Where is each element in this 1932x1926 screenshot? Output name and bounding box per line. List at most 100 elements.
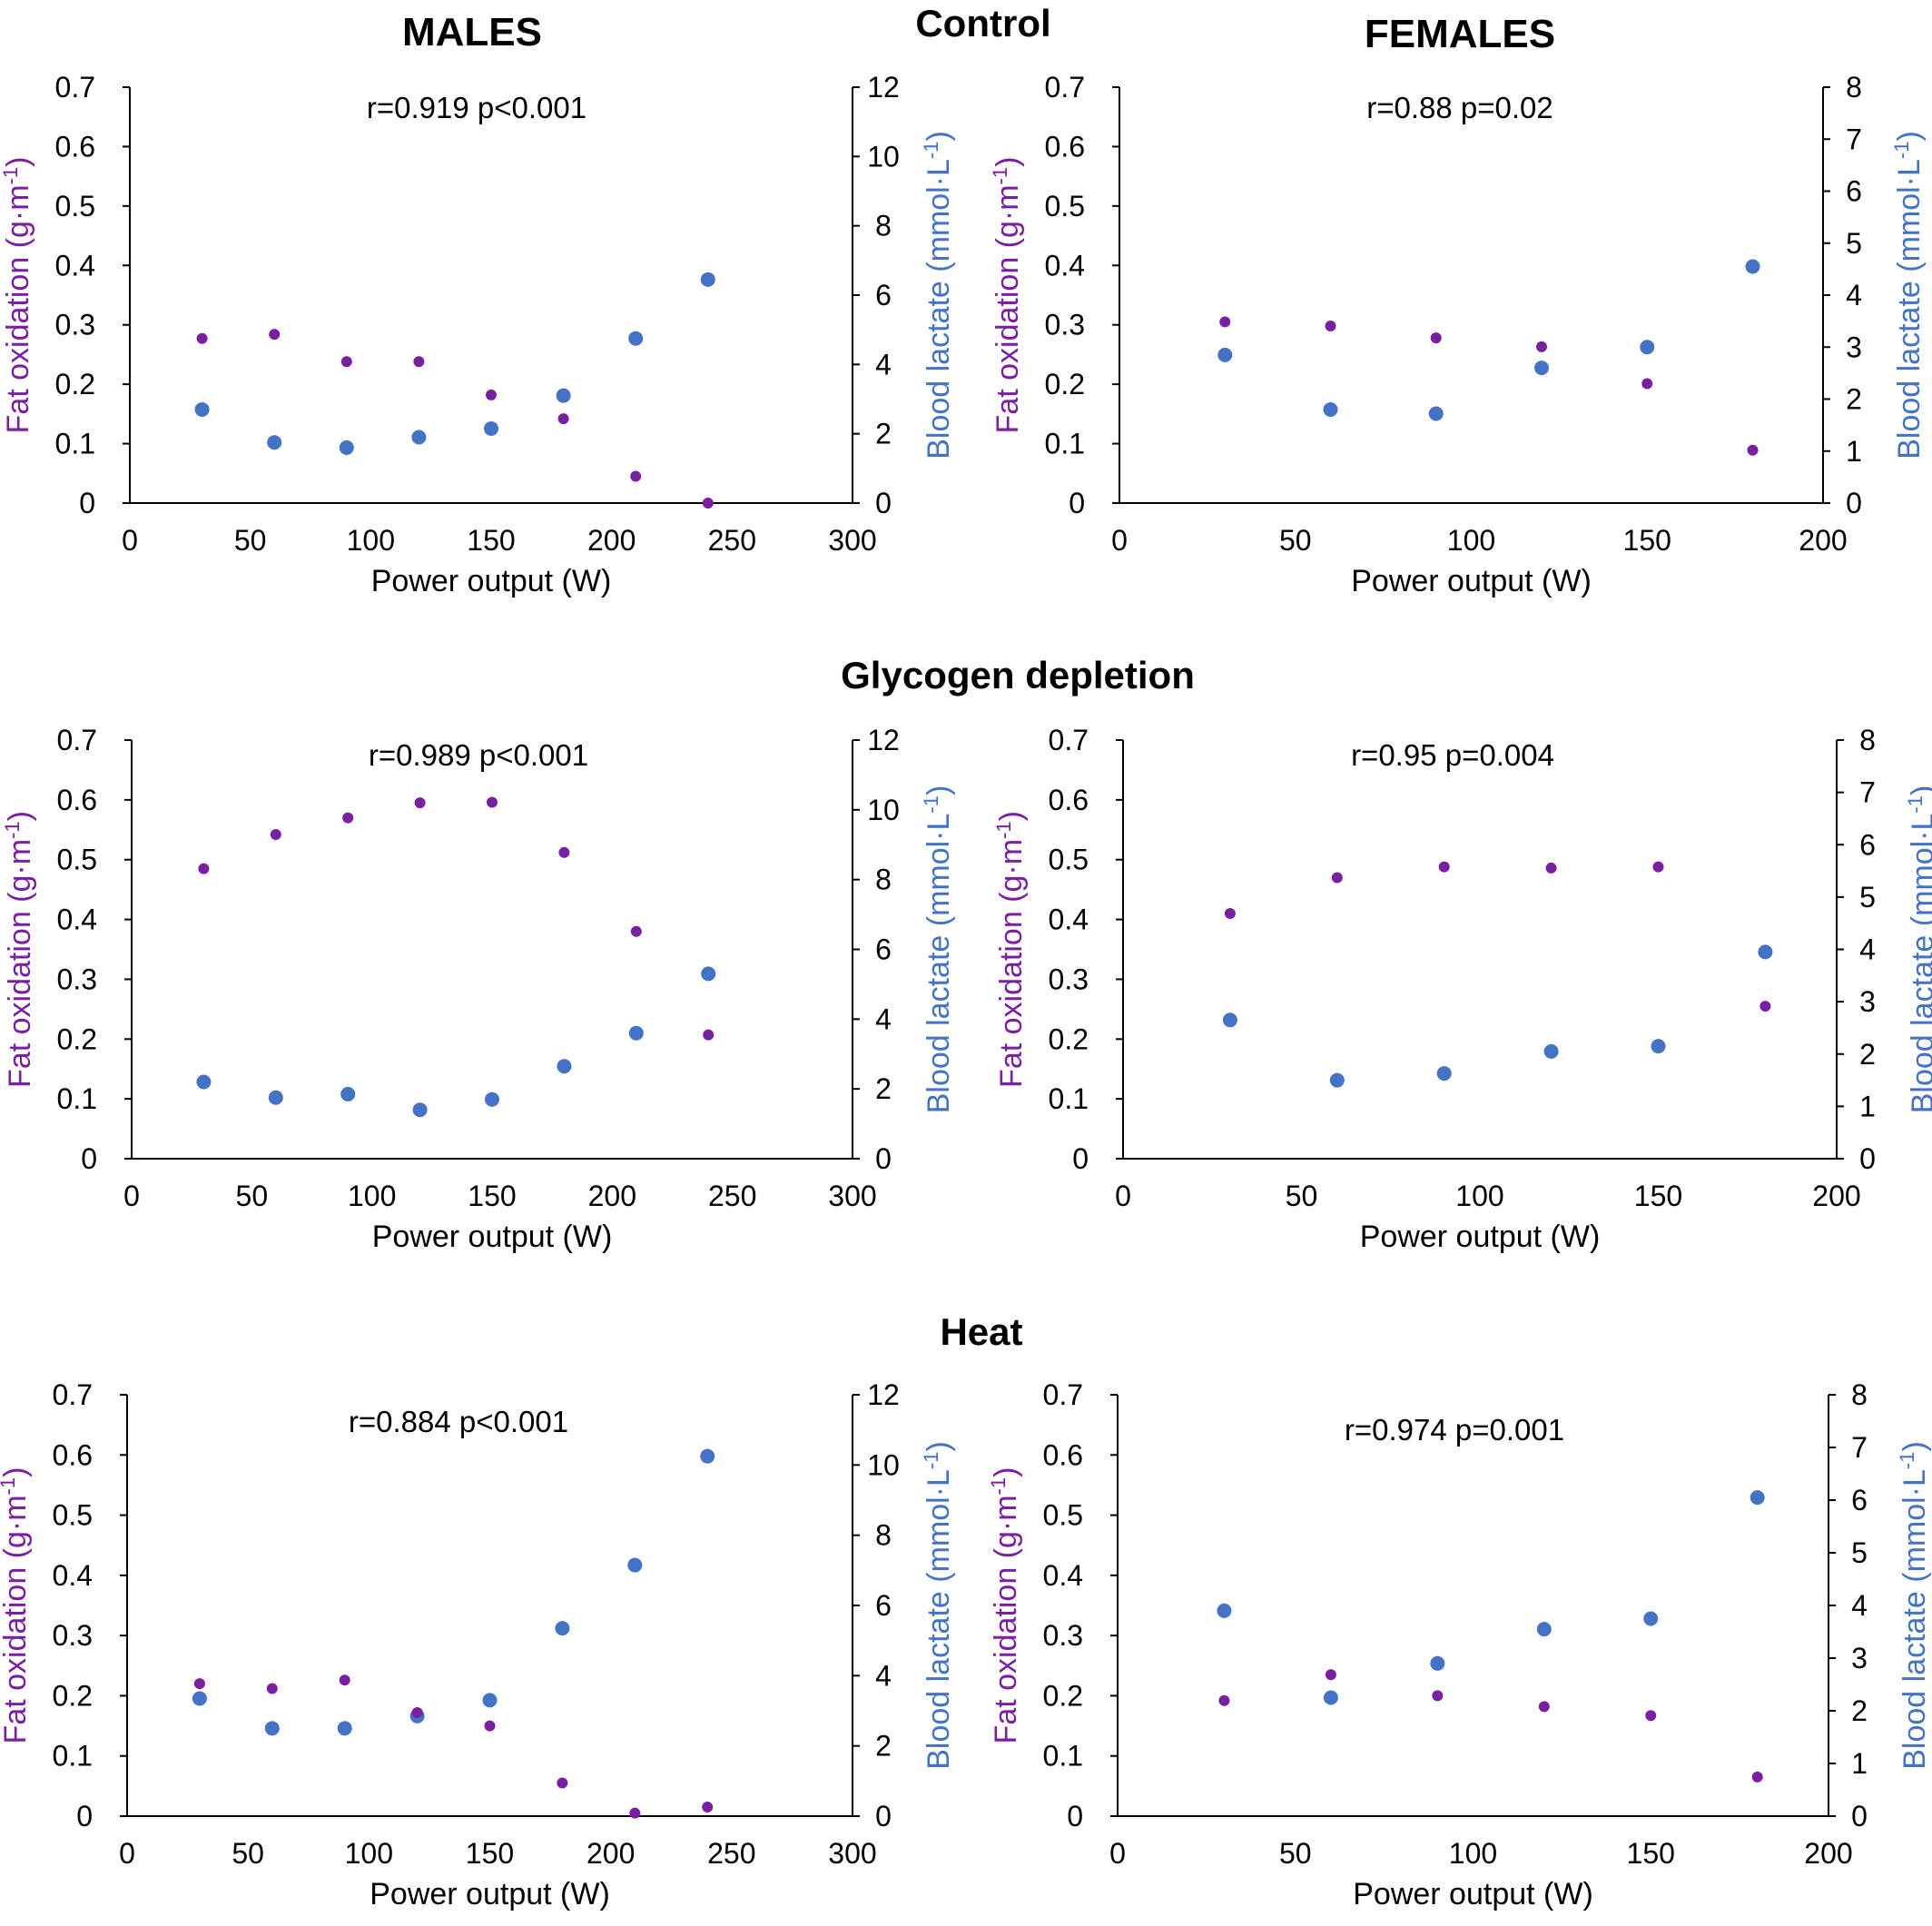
blood-lactate-point [1217,1603,1232,1618]
left-y-tick-label: 0.6 [1049,784,1089,816]
fat-oxidation-point [1641,378,1653,390]
left-y-tick-label: 0.4 [57,904,97,936]
right-y-tick-label: 4 [875,348,892,380]
x-axis-title: Power output (W) [372,1220,613,1254]
left-y-tick-label: 0.2 [55,368,95,400]
fat-oxidation-point [339,1674,350,1686]
left-y-tick-label: 0 [1069,487,1085,519]
blood-lactate-point [700,272,715,287]
left-y-tick-label: 0.7 [53,1378,93,1411]
x-tick-label: 200 [1804,1837,1852,1870]
x-tick-label: 100 [1455,1180,1503,1212]
left-y-axis-title-sup: -1 [989,167,1011,185]
blood-lactate-point [411,430,427,445]
left-y-tick-label: 0.5 [57,844,97,876]
x-tick-label: 200 [587,524,636,557]
right-y-axis-title-sup: -1 [1904,795,1927,814]
right-y-tick-label: 4 [1846,279,1862,311]
fat-oxidation-point [193,1678,205,1690]
right-y-tick-label: 5 [1851,1536,1868,1569]
right-y-axis-title-end: ) [922,785,956,795]
blood-lactate-point [1534,361,1549,376]
x-tick-label: 150 [1623,524,1671,557]
blood-lactate-point [267,435,282,450]
fat-oxidation-point [1218,1694,1230,1706]
blood-lactate-point [1745,259,1760,274]
fat-oxidation-point [558,846,570,858]
right-y-axis-title-end: ) [922,1441,956,1451]
left-y-axis-title-end: ) [0,1467,33,1477]
fat-oxidation-point [342,812,354,824]
fat-oxidation-point [1430,332,1442,344]
blood-lactate-point [484,420,498,436]
fat-oxidation-point [198,863,210,874]
left-y-tick-label: 0.3 [1043,1619,1083,1652]
left-y-tick-label: 0 [81,1142,97,1175]
blood-lactate-point [194,401,210,417]
left-y-tick-label: 0.4 [1045,249,1085,281]
blood-lactate-point [557,1059,572,1074]
correlation-annotation: r=0.974 p=0.001 [1345,1413,1564,1447]
fat-oxidation-point [703,1029,715,1041]
chart-panel-2: 0 0.1 0.2 0.3 0.4 0.5 0.6 0.7 0 1 2 3 4 5 6 7 8 0 50 100 150… [989,71,1927,598]
left-y-axis-title-sup: -1 [987,1477,1010,1496]
blood-lactate-point [1217,347,1233,362]
chart-panel-3: 0 0.1 0.2 0.3 0.4 0.5 0.6 0.7 0 2 4 6 8 10 12 0 50 100 150… [1,724,956,1254]
fat-oxidation-point [266,1683,278,1694]
left-y-tick-label: 0.6 [57,784,97,816]
right-y-tick-label: 12 [867,1378,900,1411]
left-y-tick-label: 0.6 [1045,130,1085,163]
right-y-axis-title-main: Blood lactate (mmol·L [922,814,956,1114]
left-y-axis-title: Fat oxidation (g·m-1) [987,1467,1023,1744]
right-y-tick-label: 7 [1846,123,1862,155]
blood-lactate-point [1750,1490,1765,1506]
left-y-tick-label: 0.1 [57,1082,97,1115]
left-y-axis-title-end: ) [994,811,1029,821]
left-y-tick-label: 0.3 [55,309,95,341]
x-tick-label: 300 [828,1180,876,1212]
blood-lactate-point [1222,1012,1237,1028]
right-y-axis-title-sup: -1 [1890,142,1913,160]
blood-lactate-point [1758,944,1773,960]
right-y-axis-title-main: Blood lactate (mmol·L [1898,1469,1932,1770]
right-y-axis-title: Blood lactate (mmol·L-1) [1896,1441,1932,1770]
right-y-tick-label: 5 [1846,227,1862,260]
fat-oxidation-point [1747,444,1759,456]
chart-panel-4: 0 0.1 0.2 0.3 0.4 0.5 0.6 0.7 0 1 2 3 4 5 6 7 8 0 50 100 150… [992,724,1932,1254]
right-y-tick-label: 7 [1859,776,1876,809]
x-tick-label: 0 [123,1180,140,1212]
right-y-tick-label: 3 [1846,331,1862,363]
x-axis-title: Power output (W) [370,1877,610,1911]
blood-lactate-point [268,1090,283,1105]
left-y-axis-title: Fat oxidation (g·m-1) [992,811,1029,1088]
left-y-axis-title-main: Fat oxidation (g·m [0,1495,33,1743]
right-y-tick-label: 10 [867,140,900,173]
left-y-tick-label: 0.7 [1043,1378,1083,1411]
right-y-tick-label: 2 [1851,1694,1868,1727]
x-tick-label: 0 [119,1837,135,1870]
x-tick-label: 150 [467,524,515,557]
fat-oxidation-point [1545,862,1557,874]
right-y-tick-label: 2 [875,418,892,450]
correlation-annotation: r=0.884 p<0.001 [349,1405,568,1438]
chart-panel-1: 0 0.1 0.2 0.3 0.4 0.5 0.6 0.7 0 2 4 6 8 10 12 0 50 100 150… [0,71,956,598]
left-y-tick-label: 0.2 [1049,1022,1089,1055]
fat-oxidation-point [1645,1710,1657,1722]
right-y-tick-label: 1 [1851,1747,1868,1780]
left-y-tick-label: 0.1 [55,428,95,460]
fat-oxidation-point [1438,861,1450,873]
fat-oxidation-point [486,389,497,400]
males-header: MALES [402,10,542,54]
blood-lactate-point [196,1074,212,1090]
fat-oxidation-point [487,796,498,808]
fat-oxidation-point [629,1807,641,1819]
left-y-tick-label: 0 [1067,1800,1083,1832]
correlation-annotation: r=0.989 p<0.001 [369,738,588,772]
left-y-axis-title: Fat oxidation (g·m-1) [0,1467,33,1744]
right-y-tick-label: 8 [1851,1378,1868,1411]
right-y-tick-label: 2 [875,1072,892,1105]
left-y-tick-label: 0.1 [1043,1740,1083,1773]
row-title-glycogen-depletion: Glycogen depletion [841,654,1195,696]
left-y-axis-title-sup: -1 [0,1477,19,1496]
right-y-axis-title-main: Blood lactate (mmol·L [1906,814,1932,1114]
